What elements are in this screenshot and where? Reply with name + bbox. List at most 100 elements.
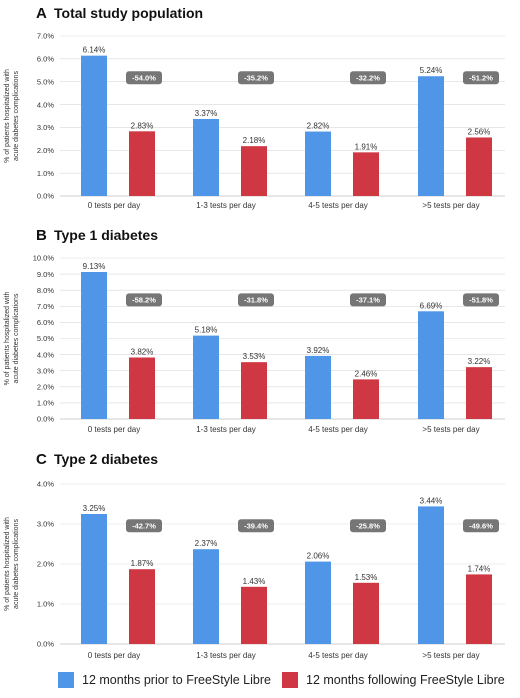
data-label-following: 2.56% (468, 127, 491, 136)
bar-following (241, 362, 267, 419)
change-badge-label: -39.4% (244, 522, 268, 531)
bar-prior (193, 549, 219, 644)
y-tick-label: 3.0% (37, 520, 54, 529)
y-tick-label: 5.0% (37, 77, 54, 86)
y-tick-label: 4.0% (37, 350, 54, 359)
charts-canvas: A Total study population % of patients hos… (4, 5, 505, 660)
panel-letter: A (36, 5, 47, 22)
bar-following (466, 574, 492, 644)
x-category-label: 4-5 tests per day (308, 651, 368, 660)
change-badge-label: -51.2% (469, 74, 493, 83)
x-category-label: 0 tests per day (88, 651, 140, 660)
y-tick-label: 2.0% (37, 560, 54, 569)
y-axis-label-line2: acute diabetes complications (13, 293, 20, 383)
y-tick-label: 3.0% (37, 366, 54, 375)
y-tick-label: 7.0% (37, 302, 54, 311)
change-badge (238, 71, 274, 85)
change-badge (350, 293, 386, 307)
data-label-following: 1.74% (468, 564, 491, 573)
legend-label-following: 12 months following FreeStyle Libre (306, 673, 505, 687)
y-tick-label: 0.0% (37, 192, 54, 201)
y-tick-label: 0.0% (37, 640, 54, 649)
data-label-prior: 2.37% (195, 539, 218, 548)
x-category-label: 1-3 tests per day (196, 425, 256, 434)
x-category-label: 1-3 tests per day (196, 201, 256, 210)
bar-following (466, 367, 492, 419)
change-badge (350, 519, 386, 533)
change-badge (463, 293, 499, 307)
data-label-following: 1.53% (355, 573, 378, 582)
y-axis-label-line2: acute diabetes complications (13, 519, 20, 609)
change-badge (238, 293, 274, 307)
bar-prior (81, 514, 107, 644)
data-label-following: 1.43% (243, 577, 266, 586)
bar-following (129, 357, 155, 419)
change-badge (126, 293, 162, 307)
y-tick-label: 3.0% (37, 123, 54, 132)
bar-following (129, 131, 155, 196)
y-axis-label-line1: % of patients hospitalized with (4, 69, 11, 163)
bar-following (241, 586, 267, 644)
data-label-prior: 2.06% (307, 552, 330, 561)
panel-letter: B (36, 227, 47, 244)
panel-title: Total study population (54, 5, 203, 21)
change-badge (238, 519, 274, 533)
change-badge-label: -37.1% (356, 296, 380, 305)
bar-following (353, 582, 379, 644)
x-category-label: >5 tests per day (422, 425, 479, 434)
data-label-following: 3.82% (131, 347, 154, 356)
y-tick-label: 4.0% (37, 100, 54, 109)
y-tick-label: 4.0% (37, 480, 54, 489)
change-badge-label: -54.0% (132, 74, 156, 83)
change-badge-label: -35.2% (244, 74, 268, 83)
data-label-following: 2.18% (243, 136, 266, 145)
panel-letter: C (36, 451, 47, 468)
bar-following (466, 137, 492, 196)
y-axis-label-line1: % of patients hospitalized with (4, 292, 11, 386)
y-axis-label-line1: % of patients hospitalized with (4, 517, 11, 611)
legend-item-following: 12 months following FreeStyle Libre (282, 672, 505, 688)
y-tick-label: 6.0% (37, 318, 54, 327)
x-category-label: 0 tests per day (88, 425, 140, 434)
y-tick-label: 6.0% (37, 55, 54, 64)
y-tick-label: 9.0% (37, 270, 54, 279)
change-badge (350, 71, 386, 85)
x-category-label: >5 tests per day (422, 201, 479, 210)
x-category-label: 4-5 tests per day (308, 425, 368, 434)
y-tick-label: 0.0% (37, 415, 54, 424)
change-badge (463, 71, 499, 85)
y-tick-label: 1.0% (37, 600, 54, 609)
bar-prior (305, 561, 331, 644)
data-label-prior: 6.14% (83, 46, 106, 55)
legend: 12 months prior to FreeStyle Libre 12 mo… (0, 672, 520, 694)
bar-following (241, 146, 267, 196)
bar-following (353, 152, 379, 196)
change-badge-label: -51.8% (469, 296, 493, 305)
bar-following (353, 379, 379, 419)
bar-prior (305, 355, 331, 419)
x-category-label: 4-5 tests per day (308, 201, 368, 210)
change-badge-label: -49.6% (469, 522, 493, 531)
legend-swatch-prior (58, 672, 74, 688)
change-badge-label: -31.8% (244, 296, 268, 305)
data-label-prior: 3.25% (83, 504, 106, 513)
legend-swatch-following (282, 672, 298, 688)
y-tick-label: 2.0% (37, 383, 54, 392)
bar-prior (305, 131, 331, 196)
y-tick-label: 8.0% (37, 286, 54, 295)
data-label-prior: 3.37% (195, 109, 218, 118)
bar-prior (418, 76, 444, 196)
data-label-following: 1.87% (131, 559, 154, 568)
data-label-prior: 9.13% (83, 262, 106, 271)
panel-title: Type 2 diabetes (54, 451, 158, 467)
change-badge-label: -58.2% (132, 296, 156, 305)
bar-prior (418, 311, 444, 419)
x-category-label: >5 tests per day (422, 651, 479, 660)
data-label-prior: 5.24% (420, 66, 443, 75)
data-label-following: 3.53% (243, 352, 266, 361)
data-label-prior: 5.18% (195, 326, 218, 335)
y-tick-label: 5.0% (37, 334, 54, 343)
y-axis-label-line2: acute diabetes complications (13, 71, 20, 161)
y-tick-label: 7.0% (37, 32, 54, 41)
change-badge-label: -25.8% (356, 522, 380, 531)
